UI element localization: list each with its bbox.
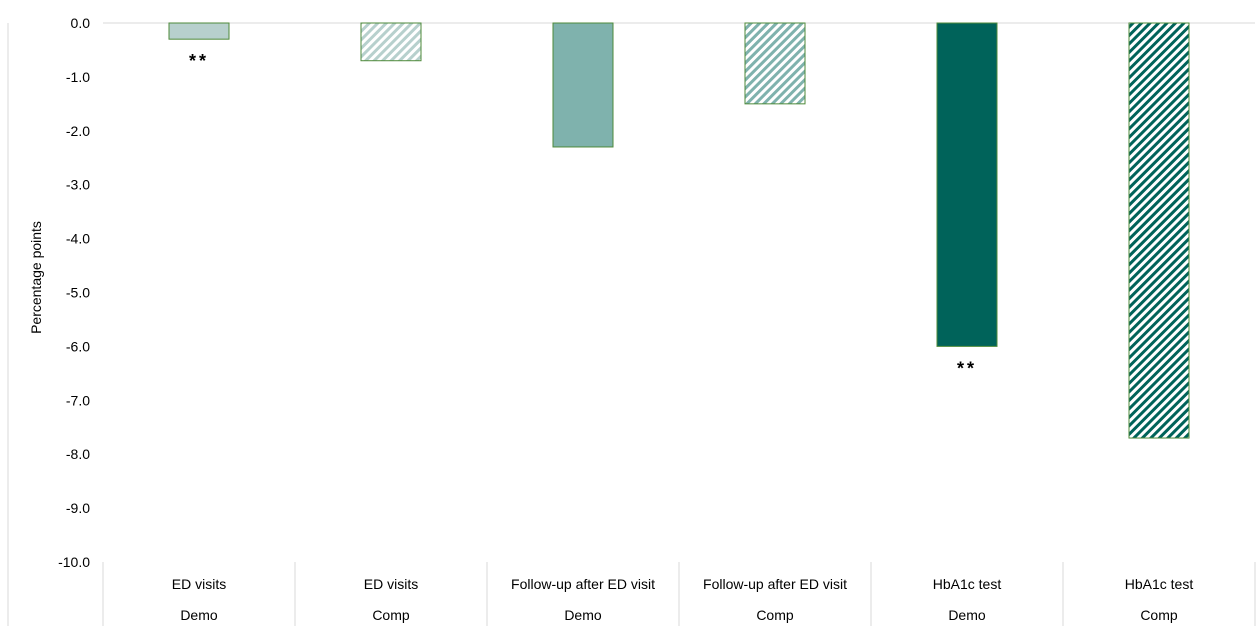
bar-ed-visits-demo xyxy=(168,22,230,40)
bar-hba1c-test-demo xyxy=(936,22,998,347)
y-tick-label: -2.0 xyxy=(66,123,90,139)
y-tick-label: -1.0 xyxy=(66,69,90,85)
y-tick-label: -6.0 xyxy=(66,338,90,354)
y-tick-label: -7.0 xyxy=(66,392,90,408)
y-axis-title: Percentage points xyxy=(28,221,44,334)
y-tick-label: -5.0 xyxy=(66,285,90,301)
category-label-group: Demo xyxy=(564,607,602,623)
category-label-group: Demo xyxy=(948,607,986,623)
category-label-measure: Follow-up after ED visit xyxy=(703,576,847,592)
y-tick-label: -3.0 xyxy=(66,177,90,193)
category-label-measure: ED visits xyxy=(172,576,226,592)
category-label-measure: ED visits xyxy=(364,576,418,592)
category-label-measure: HbA1c test xyxy=(1125,576,1194,592)
y-tick-label: -4.0 xyxy=(66,231,90,247)
category-label-group: Comp xyxy=(372,607,410,623)
category-label-group: Demo xyxy=(180,607,218,623)
significance-label: ** xyxy=(957,358,977,378)
bar-follow-up-after-ed-visit-comp xyxy=(744,22,806,105)
bar-follow-up-after-ed-visit-demo xyxy=(552,22,614,148)
bar-hba1c-test-comp xyxy=(1128,22,1190,439)
bar-layer xyxy=(168,22,1190,439)
y-tick-label: -10.0 xyxy=(58,554,90,570)
label-layer: 0.0 -1.0 -2.0 -3.0 -4.0 -5.0 -6.0 -7.0 -8.0 -9.0 -… xyxy=(28,15,1193,623)
significance-label: ** xyxy=(189,51,209,71)
category-label-group: Comp xyxy=(756,607,794,623)
axis-layer xyxy=(7,22,1256,626)
category-label-group: Comp xyxy=(1140,607,1178,623)
y-tick-label: -9.0 xyxy=(66,500,90,516)
category-label-measure: HbA1c test xyxy=(933,576,1002,592)
category-label-measure: Follow-up after ED visit xyxy=(511,576,655,592)
y-tick-label: -8.0 xyxy=(66,446,90,462)
bar-ed-visits-comp xyxy=(360,22,422,62)
y-tick-label: 0.0 xyxy=(71,15,91,31)
